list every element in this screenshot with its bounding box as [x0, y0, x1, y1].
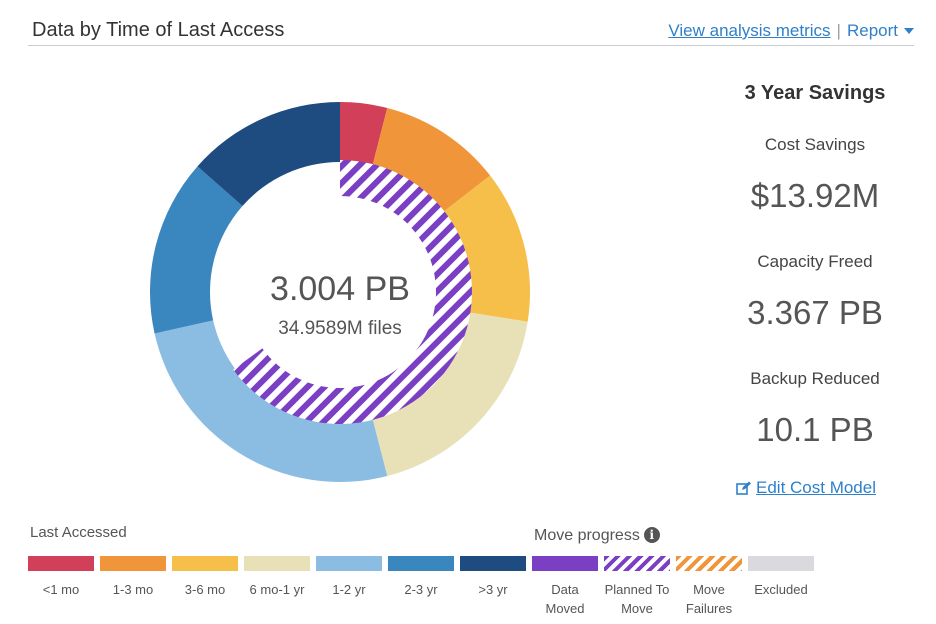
legend-item-1-3-mo: 1-3 mo	[100, 556, 166, 599]
legend-item-data-moved: Data Moved	[532, 556, 598, 618]
legend-label: <1 mo	[42, 582, 80, 597]
legend-item-2-3-yr: 2-3 yr	[388, 556, 454, 599]
backup-reduced-value: 10.1 PB	[756, 411, 874, 448]
move-progress-title: Move progress i	[534, 527, 660, 545]
legend-item-lt-1-mo: <1 mo	[28, 556, 94, 599]
legend-label: 6 mo-1 yr	[249, 582, 305, 597]
donut-chart	[150, 102, 530, 482]
report-label: Report	[846, 21, 898, 40]
report-dropdown[interactable]: Report	[847, 21, 914, 40]
donut-slice-6-mo-1-yr[interactable]	[372, 312, 528, 477]
edit-cost-model-link[interactable]: Edit Cost Model	[736, 478, 876, 498]
donut-slice-3-6-mo[interactable]	[442, 175, 530, 322]
donut-slice-1-3-mo[interactable]	[372, 107, 491, 213]
total-capacity-value: 3.004 PB	[270, 270, 410, 308]
legend-label: 3-6 mo	[184, 582, 226, 597]
donut-slice-lt-1-mo[interactable]	[340, 102, 388, 167]
legend-swatch	[532, 556, 598, 571]
legend-label: Data Moved	[545, 582, 585, 616]
legend-label: 2-3 yr	[404, 582, 438, 597]
legend-swatch	[604, 556, 670, 571]
panel-header: Data by Time of Last Access View analysi…	[28, 10, 914, 46]
capacity-freed-value: 3.367 PB	[747, 294, 883, 331]
legend-item-6-mo-1-yr: 6 mo-1 yr	[244, 556, 310, 599]
legend-item-3-6-mo: 3-6 mo	[172, 556, 238, 599]
move-progress-label: Move progress	[534, 527, 640, 544]
legend-label: Move Failures	[685, 582, 733, 616]
legend-swatch	[172, 556, 238, 571]
edit-cost-model-label: Edit Cost Model	[756, 478, 876, 497]
legend-item-1-2-yr: 1-2 yr	[316, 556, 382, 599]
legend-item-gt-3-yr: >3 yr	[460, 556, 526, 599]
total-files-value: 34.9589M files	[278, 318, 402, 339]
legend-item-planned-to-move: Planned To Move	[604, 556, 670, 618]
legend-swatch	[676, 556, 742, 571]
last-accessed-title: Last Accessed	[30, 524, 127, 541]
legend-label: Planned To Move	[604, 582, 670, 616]
legend-label: 1-3 mo	[112, 582, 154, 597]
donut-slice-gt-3-yr[interactable]	[197, 102, 340, 207]
caret-down-icon	[904, 28, 914, 34]
legend-label: Excluded	[754, 582, 808, 597]
panel-title: Data by Time of Last Access	[32, 19, 285, 41]
legend-swatch	[28, 556, 94, 571]
donut-slice-1-2-yr[interactable]	[154, 320, 388, 482]
legend-swatch	[100, 556, 166, 571]
cost-savings-value: $13.92M	[750, 177, 880, 214]
legend-item-move-failures: Move Failures	[676, 556, 742, 618]
legend-label: 1-2 yr	[332, 582, 366, 597]
legend-label: >3 yr	[478, 582, 508, 597]
savings-title: 3 Year Savings	[744, 82, 886, 104]
legend-swatch	[460, 556, 526, 571]
backup-reduced-label: Backup Reduced	[750, 369, 880, 388]
donut-slice-2-3-yr[interactable]	[150, 166, 243, 334]
legend-swatch	[244, 556, 310, 571]
legend-swatch	[388, 556, 454, 571]
legend-item-excluded: Excluded	[748, 556, 814, 599]
legend-swatch	[316, 556, 382, 571]
info-icon[interactable]: i	[643, 527, 660, 543]
actions-separator: |	[836, 21, 841, 40]
view-analysis-metrics-link[interactable]: View analysis metrics	[668, 21, 831, 40]
header-actions: View analysis metrics | Report	[668, 21, 914, 41]
cost-savings-label: Cost Savings	[764, 135, 866, 154]
move-progress-arc-planned-to-move[interactable]	[233, 160, 472, 425]
capacity-freed-label: Capacity Freed	[757, 252, 873, 271]
edit-icon	[736, 481, 751, 495]
legend-swatch	[748, 556, 814, 571]
